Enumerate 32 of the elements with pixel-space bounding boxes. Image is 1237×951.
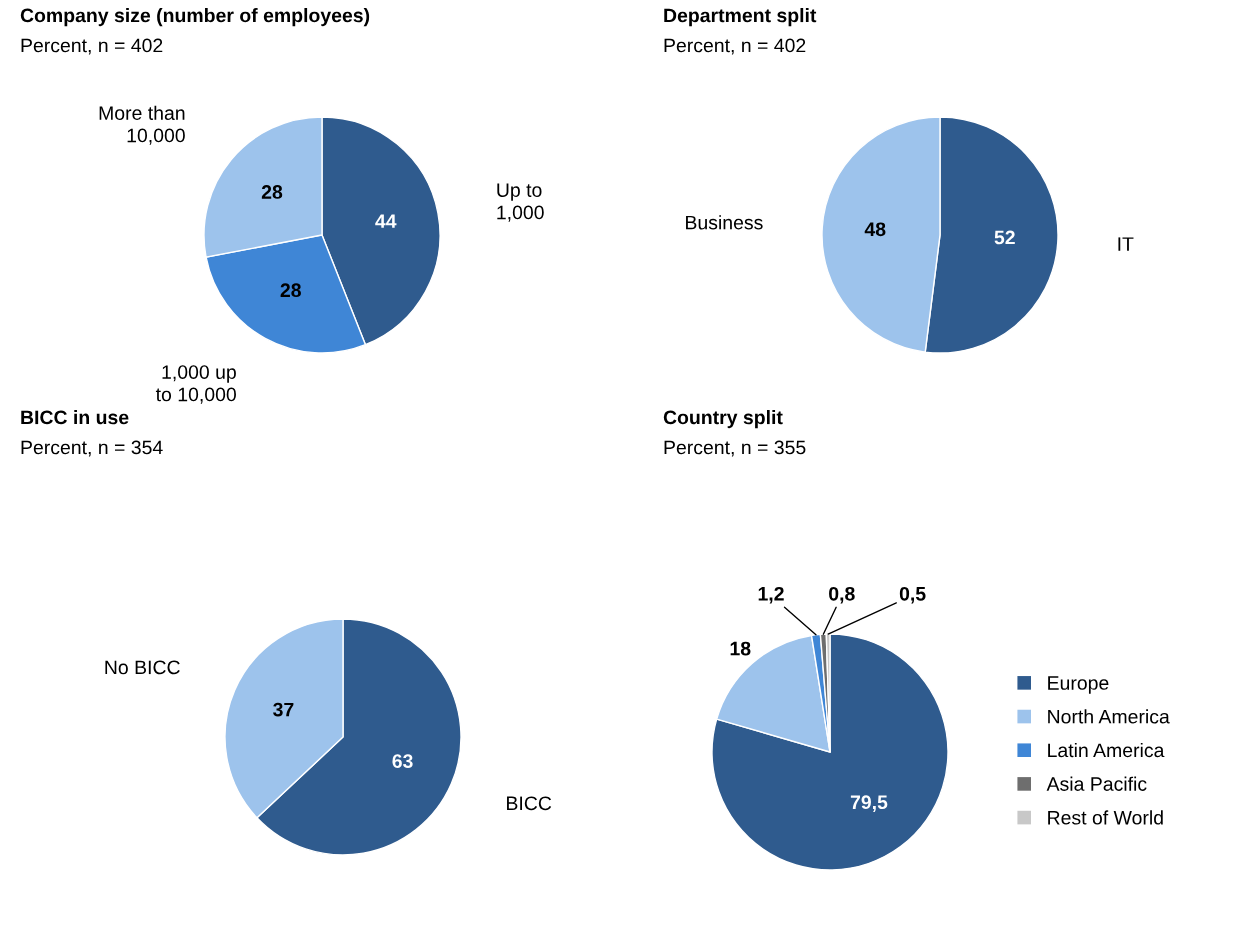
slice-label: BICC [507, 796, 552, 811]
legend-label: Asia Pacific [1046, 776, 1147, 791]
chart-title: Company size (number of employees) [20, 8, 370, 27]
data-label: 28 [280, 283, 301, 298]
slice-label: More than 10,000 [99, 105, 185, 145]
chart-title: Country split [663, 410, 783, 429]
data-label: 0,8 [829, 586, 855, 604]
chart-title: BICC in use [21, 410, 129, 425]
data-label: 28 [261, 185, 283, 199]
legend-label: North America [1048, 709, 1170, 724]
data-label: 63 [392, 754, 413, 769]
slice-label: IT [1118, 237, 1134, 251]
data-label: 37 [273, 702, 294, 717]
data-label: 79,5 [850, 795, 888, 812]
data-label: 1,2 [758, 586, 784, 604]
slice-label: No BICC [105, 660, 180, 675]
slice-label: Business [686, 215, 763, 230]
legend-label: Latin America [1048, 742, 1165, 758]
chart-subtitle: Percent, n = 402 [664, 38, 806, 55]
legend-label: Rest of World [1048, 810, 1163, 825]
slice-label: 1,000 up to 10,000 [155, 365, 236, 404]
data-label: 44 [375, 214, 397, 228]
slice-label: Up to 1,000 [497, 183, 544, 222]
data-label: 48 [864, 222, 886, 237]
chart-title: Department split [664, 8, 817, 27]
data-label: 18 [730, 641, 751, 656]
data-label: 52 [994, 230, 1015, 245]
chart-subtitle: Percent, n = 402 [21, 38, 163, 55]
data-label: 0,5 [899, 586, 926, 604]
chart-subtitle: Percent, n = 354 [21, 440, 163, 457]
legend-label: Europe [1048, 676, 1109, 694]
chart-subtitle: Percent, n = 355 [664, 440, 806, 457]
